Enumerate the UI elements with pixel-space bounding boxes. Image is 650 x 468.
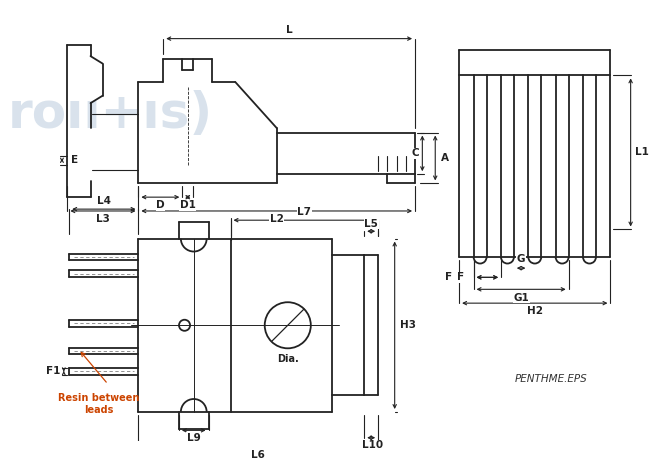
Text: E: E (72, 155, 79, 165)
Text: L: L (286, 25, 292, 35)
Text: A: A (441, 153, 449, 163)
Text: L5: L5 (364, 219, 378, 229)
Text: L6: L6 (252, 450, 265, 460)
Text: L10: L10 (363, 440, 384, 450)
Text: Resin between
leads: Resin between leads (58, 394, 140, 415)
Text: D: D (156, 200, 164, 211)
Text: H2: H2 (526, 307, 543, 316)
Text: G: G (517, 254, 525, 264)
Text: D1: D1 (180, 200, 196, 211)
Text: G1: G1 (514, 292, 529, 303)
Text: L3: L3 (96, 214, 110, 224)
Text: roıı+ıs): roıı+ıs) (8, 90, 213, 138)
Text: L1: L1 (635, 147, 649, 157)
Text: L9: L9 (187, 433, 201, 443)
Text: Dia.: Dia. (277, 354, 298, 364)
Text: F1: F1 (46, 366, 60, 376)
Text: F: F (445, 272, 452, 282)
Text: L4: L4 (97, 196, 111, 206)
Text: PENTHME.EPS: PENTHME.EPS (515, 374, 588, 384)
Text: L2: L2 (270, 214, 283, 224)
Text: C: C (411, 148, 419, 158)
Text: F: F (457, 272, 464, 282)
Text: L7: L7 (297, 207, 311, 217)
Text: H3: H3 (400, 320, 415, 330)
